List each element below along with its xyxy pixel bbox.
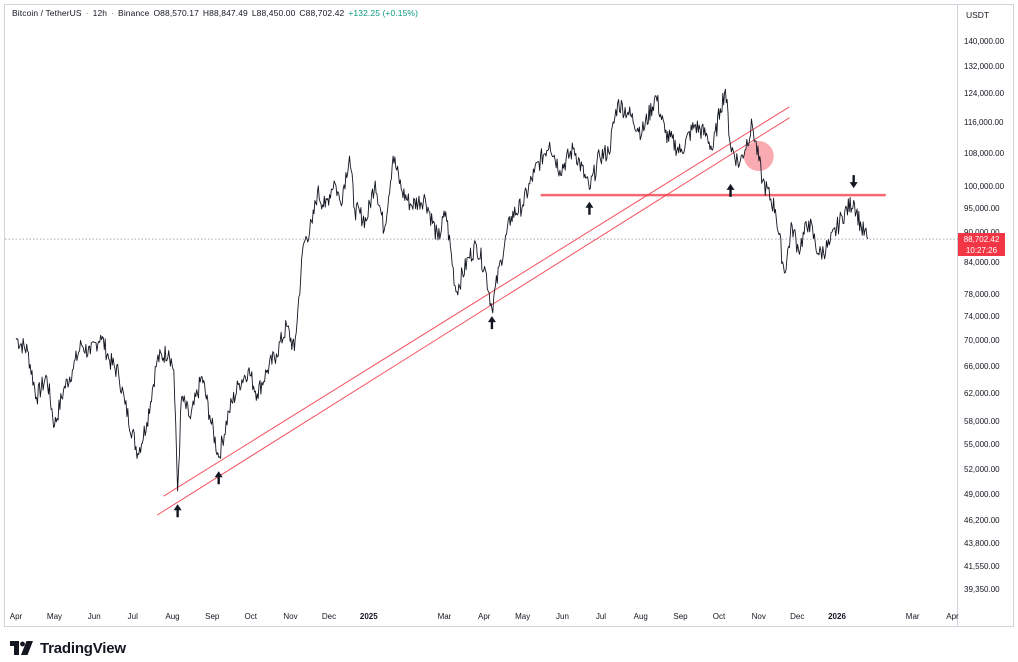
time-tick-label: Sep — [205, 612, 220, 621]
price-tick-label: 95,000.00 — [964, 204, 1000, 214]
price-tick-label: 74,000.00 — [964, 312, 1000, 322]
price-tick-label: 140,000.00 — [964, 37, 1005, 46]
price-series-line — [15, 88, 869, 492]
time-tick-label: Apr — [9, 612, 23, 621]
time-tick-label: Mar — [437, 612, 452, 621]
time-tick-label: Mar — [905, 612, 920, 621]
currency-label[interactable]: USDT — [966, 10, 990, 20]
time-tick-label: Aug — [633, 612, 648, 621]
price-tick-label: 41,550.00 — [964, 561, 1000, 571]
time-tick-label: Dec — [321, 612, 337, 621]
time-tick-label: Dec — [790, 612, 805, 621]
time-tick-label: Oct — [244, 612, 257, 621]
time-tick-label: Jun — [556, 612, 569, 621]
time-tick-label: Nov — [751, 612, 766, 621]
tradingview-logo-icon — [10, 641, 33, 655]
price-tick-label: 90,000.00 — [964, 228, 1000, 237]
time-tick-label: Jul — [595, 612, 607, 621]
tradingview-brand[interactable]: TradingView — [10, 638, 126, 658]
up-arrow-icon — [173, 504, 182, 518]
time-tick-label: Aug — [165, 612, 180, 621]
brand-name: TradingView — [40, 639, 126, 657]
legend-interval: 12h — [92, 8, 108, 18]
last-price-tag: 88,702.42 10:27:26 — [958, 233, 1005, 256]
up-arrow-icon — [214, 471, 223, 485]
bar-countdown: 10:27:26 — [965, 246, 998, 255]
time-tick-label: Jul — [127, 612, 138, 621]
price-tick-label: 66,000.00 — [964, 361, 1000, 371]
price-tick-label: 55,000.00 — [964, 440, 1000, 450]
time-tick-label: Apr — [477, 612, 491, 621]
price-tick-label: 70,000.00 — [964, 336, 1000, 346]
time-tick-label: 2026 — [828, 612, 846, 621]
time-tick-label: Nov — [283, 612, 298, 621]
legend-open: O88,570.17 — [153, 8, 199, 18]
up-arrow-icon — [585, 201, 594, 215]
price-tick-label: 100,000.00 — [964, 182, 1005, 192]
trendline — [163, 106, 790, 497]
price-tick-label: 84,000.00 — [964, 257, 1000, 267]
time-tick-label: Jun — [87, 612, 101, 621]
price-tick-label: 52,000.00 — [964, 464, 1000, 474]
price-tick-label: 124,000.00 — [964, 89, 1005, 99]
legend-close: C88,702.42 — [299, 8, 345, 18]
legend-low: L88,450.00 — [251, 8, 296, 18]
last-price-value: 88,702.42 — [963, 235, 1000, 244]
price-tick-label: 132,000.00 — [964, 62, 1005, 72]
up-arrow-icon — [487, 316, 496, 330]
up-arrow-icon — [726, 183, 735, 197]
price-tick-label: 108,000.00 — [964, 149, 1005, 159]
price-tick-label: 58,000.00 — [964, 417, 1000, 427]
plot-area-frame — [4, 4, 958, 627]
price-tick-label: 116,000.00 — [964, 118, 1004, 128]
legend-separator: · — [85, 8, 89, 18]
time-tick-label: May — [515, 612, 531, 621]
trendline — [156, 117, 790, 516]
price-axis-frame[interactable] — [958, 4, 1014, 627]
legend-change: +132.25 (+0.15%) — [348, 8, 419, 18]
price-tick-label: 49,000.00 — [964, 490, 1000, 500]
price-tick-label: 78,000.00 — [964, 289, 1000, 299]
down-arrow-icon — [849, 175, 858, 189]
legend-high: H88,847.49 — [202, 8, 248, 18]
price-tick-label: 62,000.00 — [964, 388, 1000, 398]
symbol-legend: Bitcoin / TetherUS · 12h · Binance O88,570.17… — [12, 8, 422, 18]
time-tick-label: May — [46, 612, 63, 621]
legend-separator: · — [111, 8, 115, 18]
price-tick-label: 43,800.00 — [964, 538, 1000, 548]
price-tick-label: 46,200.00 — [964, 515, 1000, 525]
time-tick-label: 2025 — [359, 612, 378, 621]
time-tick-label: Sep — [673, 612, 688, 621]
legend-exchange: Binance — [118, 8, 150, 18]
time-tick-label: Oct — [712, 612, 726, 621]
time-tick-label: Apr — [946, 612, 959, 621]
price-tick-label: 39,350.00 — [964, 585, 1000, 594]
legend-symbol: Bitcoin / TetherUS — [12, 8, 82, 18]
